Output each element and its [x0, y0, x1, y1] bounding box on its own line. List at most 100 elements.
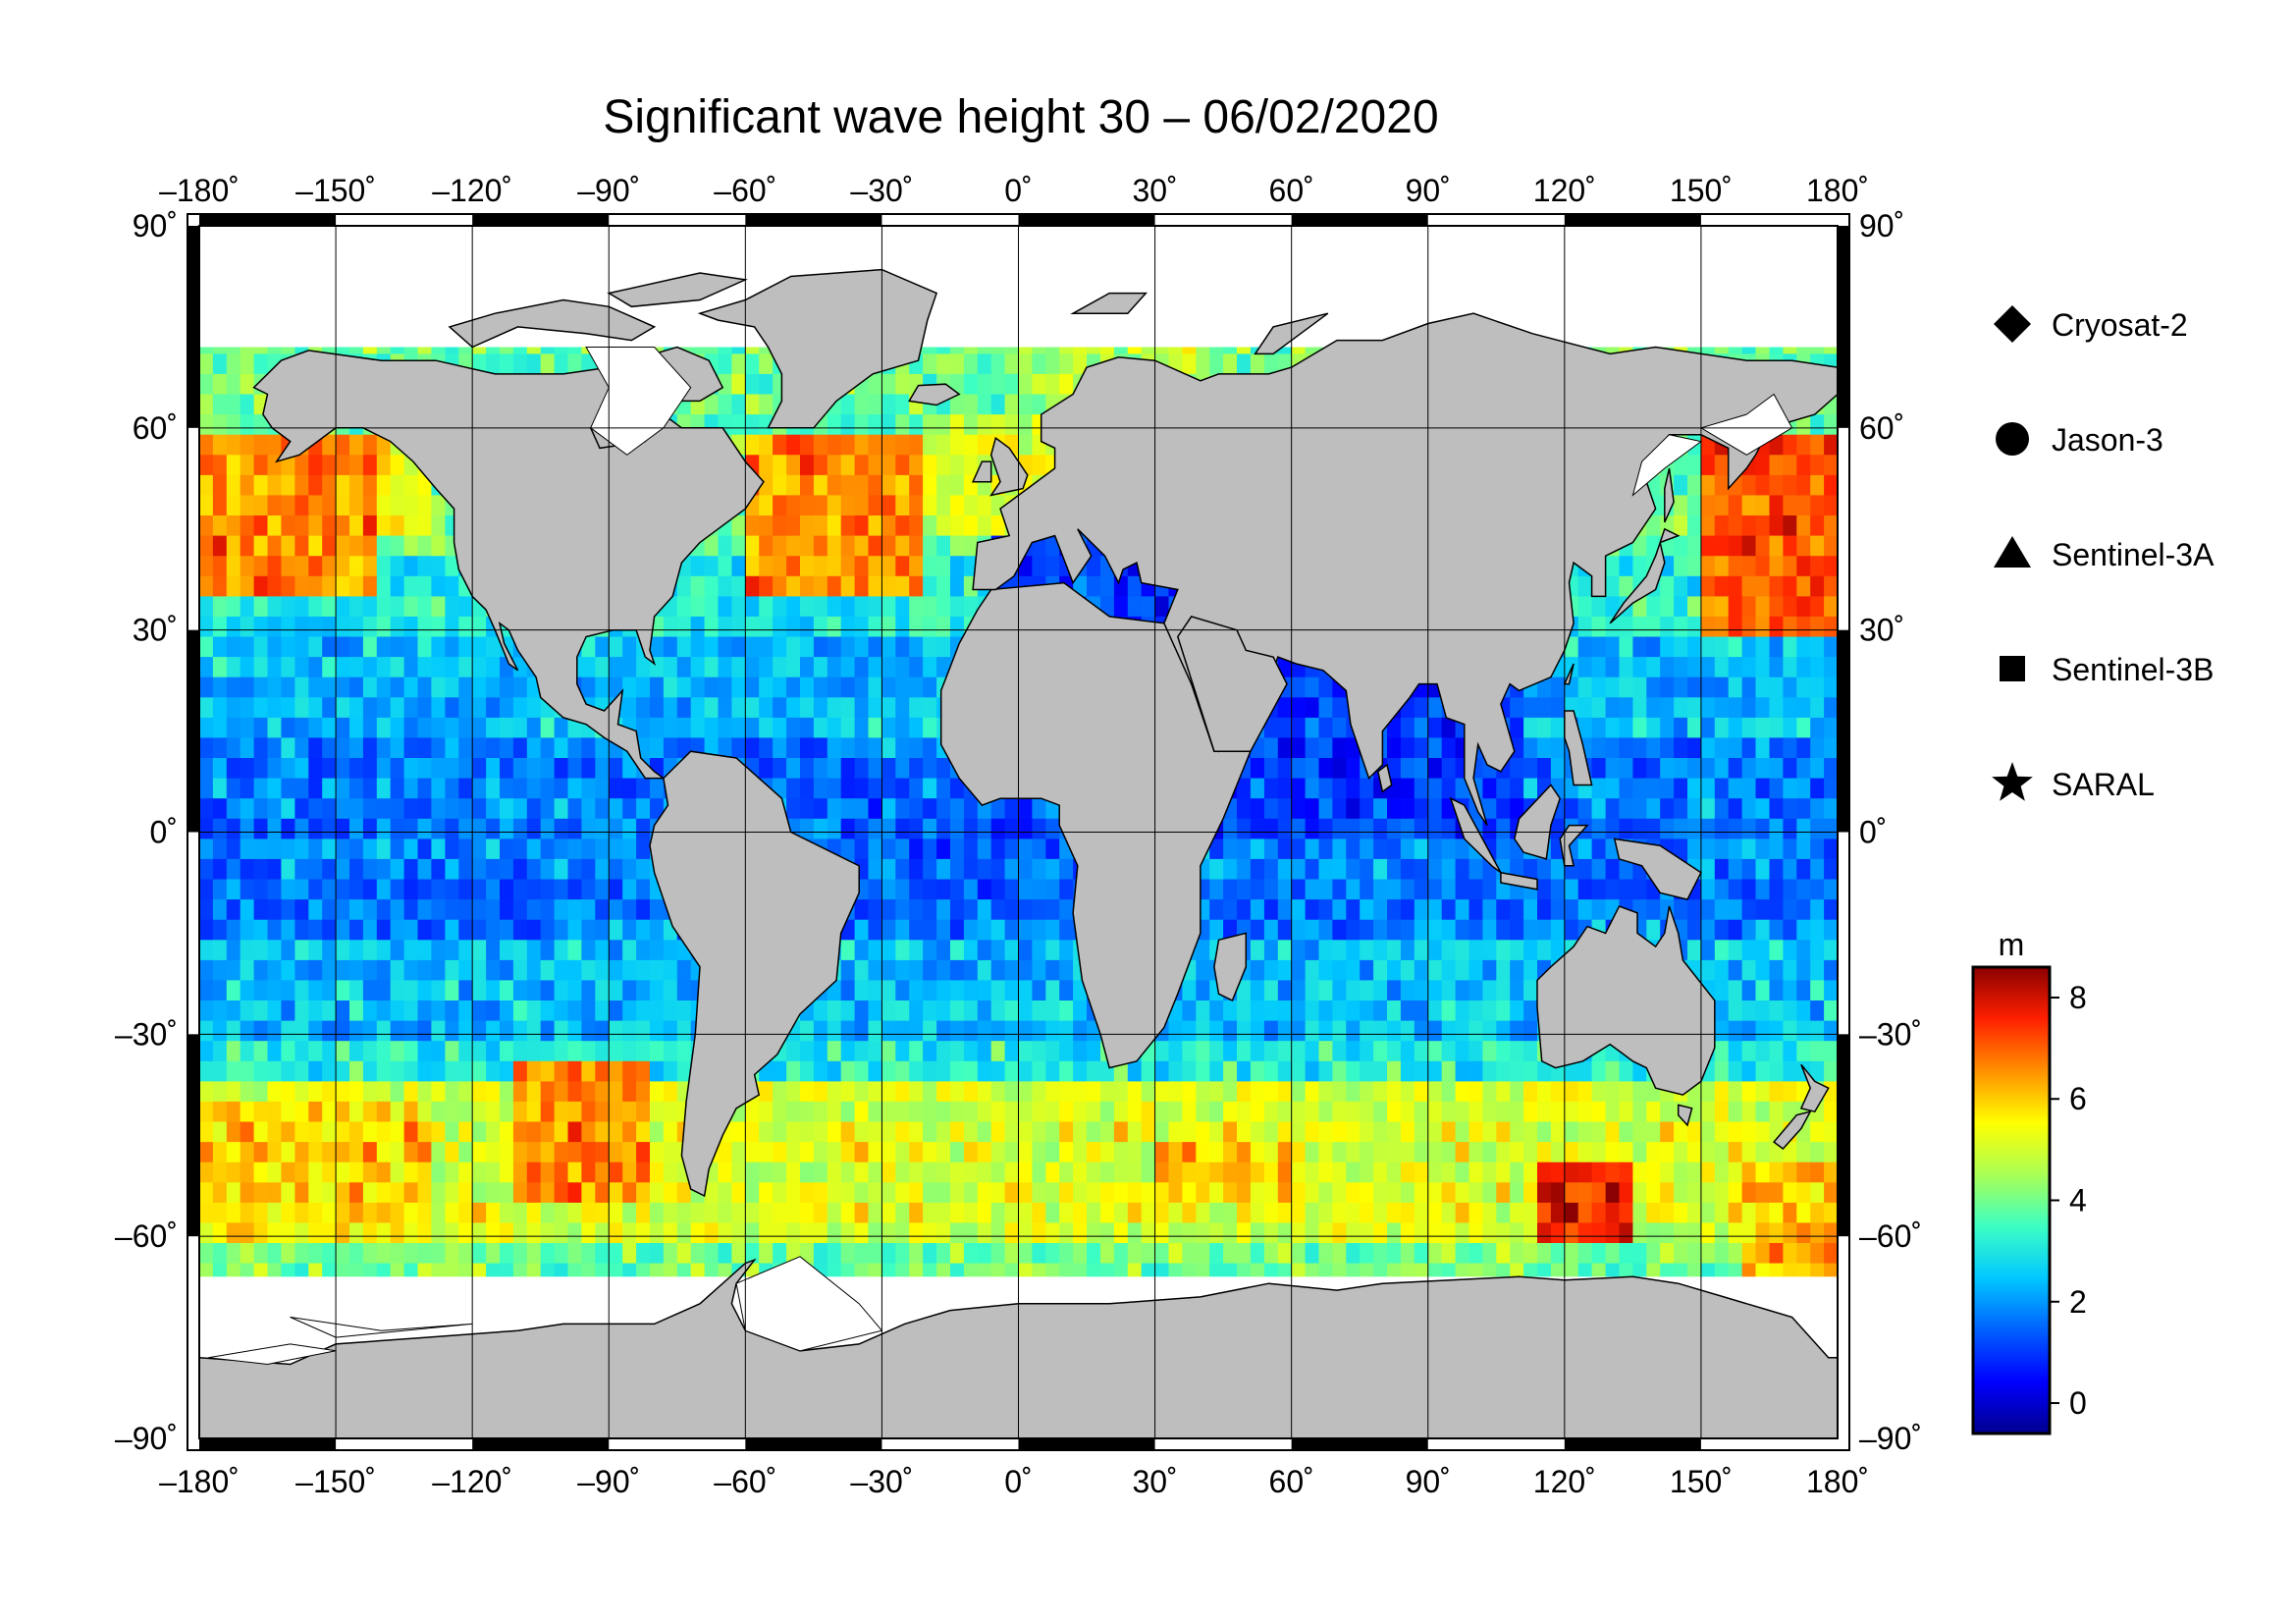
x-tick-label: 90˚ — [1406, 1464, 1451, 1499]
x-tick-label: 90˚ — [1406, 173, 1451, 208]
legend-label: Sentinel-3A — [2052, 537, 2215, 572]
x-tick-label: 60˚ — [1269, 1464, 1314, 1499]
y-tick-label: –60˚ — [1859, 1218, 1922, 1254]
y-tick-labels-left: 90˚ 60˚ 30˚ 0˚ –30˚ –60˚ –90˚ — [115, 208, 178, 1456]
x-tick-label: –150˚ — [295, 173, 376, 208]
land-polygon — [971, 460, 992, 483]
y-tick-label: –90˚ — [1859, 1421, 1922, 1456]
x-tick-label: 0˚ — [1004, 173, 1032, 208]
land-polygon — [1213, 932, 1248, 1002]
frame-segment — [1564, 1438, 1701, 1450]
frame-segment — [1838, 629, 1849, 833]
y-tick-label: 90˚ — [133, 208, 178, 243]
y-tick-label: 60˚ — [133, 410, 178, 446]
land-polygon — [1070, 292, 1148, 314]
x-tick-label: –60˚ — [714, 173, 776, 208]
x-tick-label: –180˚ — [159, 173, 240, 208]
land-polygon — [1613, 838, 1702, 900]
land-polygon — [1500, 871, 1538, 891]
land-polygon — [972, 312, 1838, 827]
x-tick-label: –150˚ — [295, 1464, 376, 1499]
frame-segment — [187, 1034, 199, 1237]
land-polygon — [1773, 1110, 1812, 1151]
x-tick-label: 120˚ — [1533, 173, 1596, 208]
legend-label: Jason-3 — [2052, 422, 2163, 458]
land-polygon — [649, 750, 860, 1198]
frame-segment — [745, 214, 882, 226]
colorbar-tick-label: 8 — [2069, 980, 2087, 1015]
satellite-legend: Cryosat-2 Jason-3 Sentinel-3A Sentinel-3B SA… — [1992, 305, 2215, 802]
colorbar-tick-label: 6 — [2069, 1081, 2087, 1116]
y-tick-labels-right: 90˚ 60˚ 30˚ 0˚ –30˚ –60˚ –90˚ — [1859, 208, 1922, 1456]
x-tick-label: –30˚ — [850, 1464, 913, 1499]
x-tick-label: 150˚ — [1670, 1464, 1733, 1499]
y-tick-label: –60˚ — [115, 1218, 178, 1254]
colorbar-tick-label: 0 — [2069, 1385, 2087, 1421]
map-frame — [187, 213, 1850, 1451]
colorbar-ticks: 8 6 4 2 0 — [2050, 980, 2087, 1421]
colorbar-ramp — [1971, 965, 2052, 1435]
land-polygon — [1563, 663, 1575, 685]
ice-area — [1631, 434, 1703, 497]
x-tick-label: –90˚ — [577, 173, 640, 208]
colorbar-unit: m — [1999, 927, 2025, 962]
x-tick-label: –180˚ — [159, 1464, 240, 1499]
triangle-icon — [1994, 536, 2031, 568]
frame-segment — [1291, 214, 1428, 226]
y-tick-label: 30˚ — [133, 613, 178, 648]
frame-segment — [187, 629, 199, 833]
frame-segment — [199, 1438, 337, 1450]
frame-segment — [199, 214, 337, 226]
land-polygon — [1536, 905, 1716, 1096]
x-tick-label: 30˚ — [1132, 173, 1177, 208]
x-tick-label: 180˚ — [1806, 1464, 1869, 1499]
frame-segment — [472, 214, 610, 226]
frame-segment — [1018, 1438, 1155, 1450]
y-tick-label: 0˚ — [1859, 815, 1887, 850]
x-tick-label: 180˚ — [1806, 173, 1869, 208]
frame-segment — [1018, 214, 1155, 226]
x-tick-label: 0˚ — [1004, 1464, 1032, 1499]
y-tick-label: 0˚ — [150, 815, 178, 850]
land-polygon — [1677, 1104, 1693, 1127]
frame-segment — [1291, 1438, 1428, 1450]
land-polygon — [1513, 784, 1562, 860]
x-tick-label: –120˚ — [432, 1464, 512, 1499]
x-tick-label: 150˚ — [1670, 173, 1733, 208]
legend-label: SARAL — [2052, 767, 2155, 802]
circle-icon — [1996, 422, 2029, 456]
x-tick-label: 30˚ — [1132, 1464, 1177, 1499]
land-polygon — [1376, 763, 1393, 793]
x-tick-label: –30˚ — [850, 173, 913, 208]
colorbar-tick-label: 4 — [2069, 1183, 2087, 1218]
y-tick-label: 90˚ — [1859, 208, 1904, 243]
x-tick-label: 60˚ — [1269, 173, 1314, 208]
square-icon — [2000, 656, 2025, 681]
legend-label: Cryosat-2 — [2052, 307, 2188, 343]
land-polygon — [607, 272, 748, 308]
y-tick-label: –30˚ — [1859, 1016, 1922, 1052]
chart-title: Significant wave height 30 – 06/02/2020 — [603, 91, 1439, 143]
colorbar: m 8 6 4 2 0 — [1971, 927, 2087, 1435]
x-tick-label: –90˚ — [577, 1464, 640, 1499]
y-tick-label: 30˚ — [1859, 613, 1904, 648]
frame-segment — [745, 1438, 882, 1450]
land-polygon — [1799, 1063, 1830, 1113]
legend-label: Sentinel-3B — [2052, 652, 2214, 687]
star-icon — [1992, 762, 2033, 801]
land-polygon — [907, 383, 961, 406]
land-polygon — [1609, 527, 1681, 624]
land-polygon — [697, 268, 938, 429]
x-tick-label: 120˚ — [1533, 1464, 1596, 1499]
x-tick-labels-top: –180˚ –150˚ –120˚ –90˚ –60˚ –30˚ 0˚ 30˚ 60˚ 90˚ 12… — [159, 173, 1869, 208]
y-tick-label: –90˚ — [115, 1421, 178, 1456]
colorbar-tick-label: 2 — [2069, 1284, 2087, 1320]
x-tick-labels-bottom: –180˚ –150˚ –120˚ –90˚ –60˚ –30˚ 0˚ 30˚ 60˚ 90˚ 12… — [159, 1464, 1869, 1499]
x-tick-label: –120˚ — [432, 173, 512, 208]
frame-segment — [1838, 226, 1849, 428]
frame-segment — [472, 1438, 610, 1450]
diamond-icon — [1994, 305, 2031, 343]
x-tick-label: –60˚ — [714, 1464, 776, 1499]
frame-segment — [1564, 214, 1701, 226]
